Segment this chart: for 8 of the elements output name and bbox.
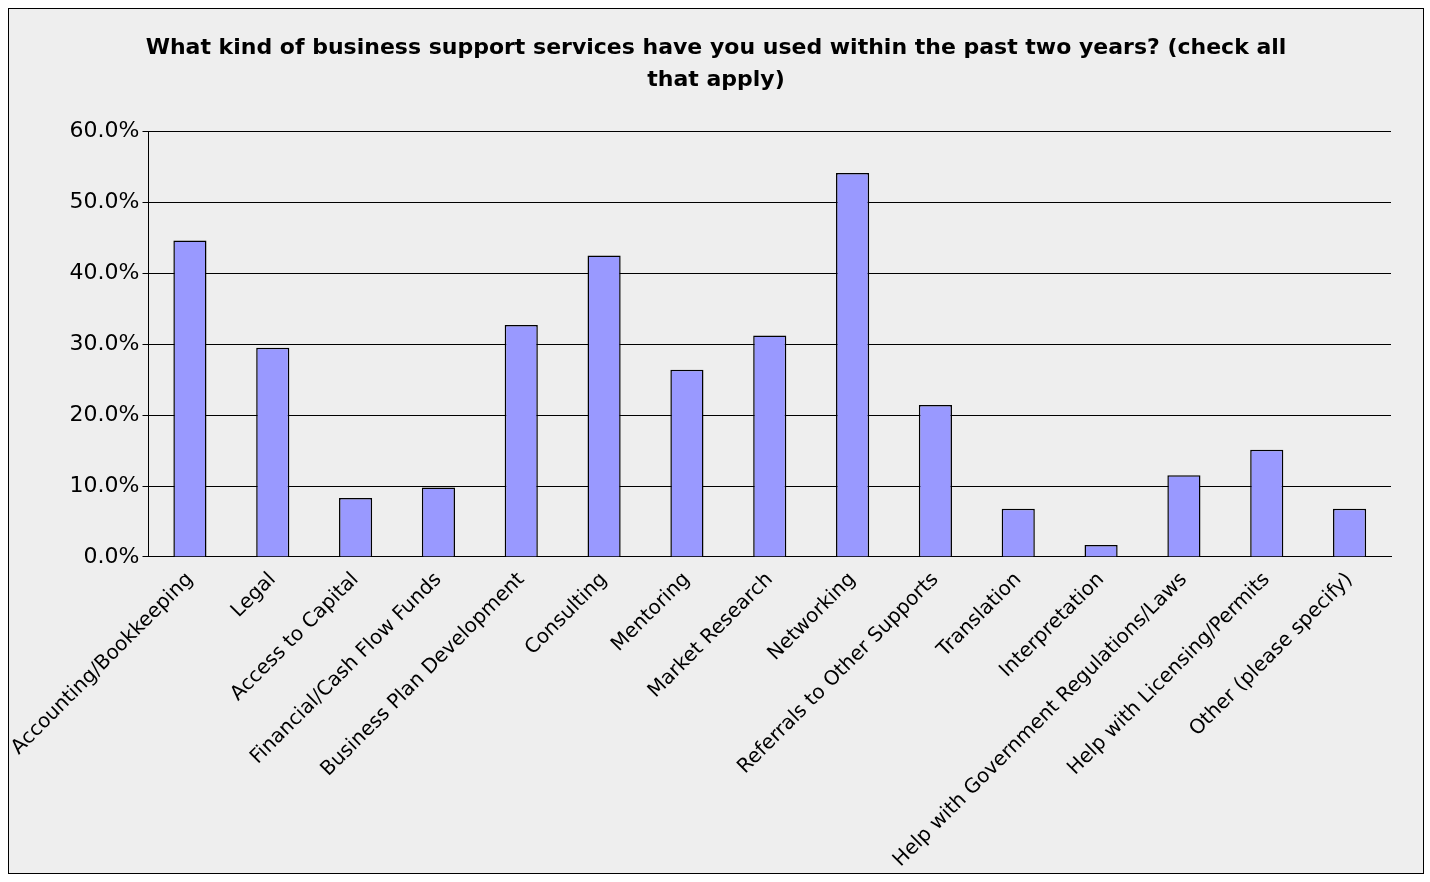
y-tick-label: 40.0%: [69, 258, 140, 284]
y-tick-label: 30.0%: [69, 329, 140, 355]
chart-title: What kind of business support services have you used within the past two years? (check all that apply): [144, 33, 1288, 93]
y-tick-label: 20.0%: [69, 400, 140, 426]
y-tick-label: 60.0%: [69, 116, 140, 142]
y-tick-label: 10.0%: [69, 471, 140, 497]
y-tick-label: 0.0%: [83, 542, 140, 568]
y-tick-label: 50.0%: [69, 187, 140, 213]
